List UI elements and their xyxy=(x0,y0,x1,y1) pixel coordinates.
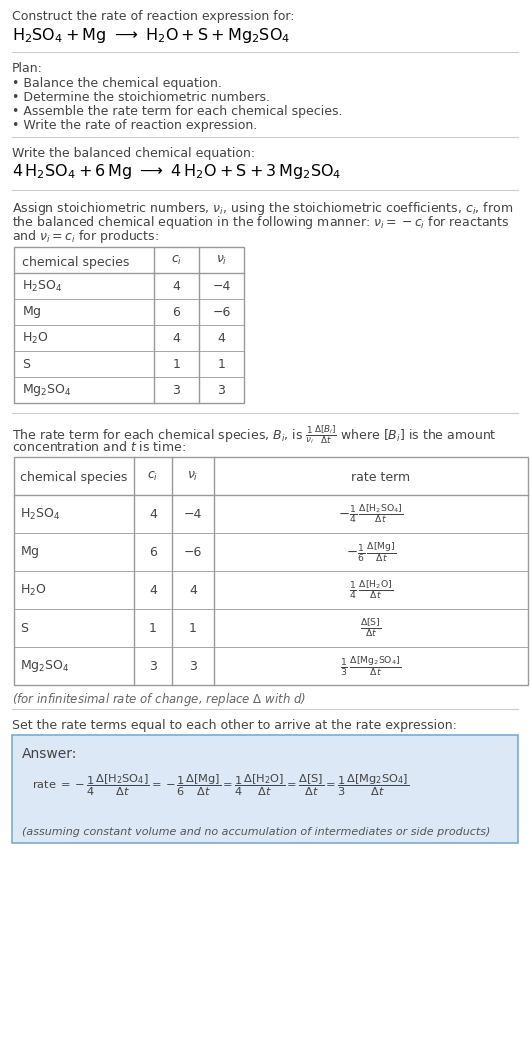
Text: (for infinitesimal rate of change, replace $\Delta$ with $d$): (for infinitesimal rate of change, repla… xyxy=(12,691,306,708)
Text: $c_i$: $c_i$ xyxy=(147,470,158,482)
Text: 6: 6 xyxy=(173,305,180,319)
Text: $\nu_i$: $\nu_i$ xyxy=(216,253,227,267)
Text: 4: 4 xyxy=(217,331,225,345)
Text: The rate term for each chemical species, $B_i$, is $\frac{1}{\nu_i}\frac{\Delta[: The rate term for each chemical species,… xyxy=(12,423,497,446)
Bar xyxy=(14,457,528,685)
Text: the balanced chemical equation in the following manner: $\nu_i = -c_i$ for react: the balanced chemical equation in the fo… xyxy=(12,214,509,231)
Text: $\mathrm{H_2SO_4} + \mathrm{Mg}\ \longrightarrow\ \mathrm{H_2O} + \mathrm{S} + \: $\mathrm{H_2SO_4} + \mathrm{Mg}\ \longri… xyxy=(12,26,290,45)
Text: 1: 1 xyxy=(217,357,225,371)
Text: • Determine the stoichiometric numbers.: • Determine the stoichiometric numbers. xyxy=(12,91,270,104)
Text: 3: 3 xyxy=(173,383,180,397)
Text: $-\frac{1}{6}\,\frac{\Delta[\mathrm{Mg}]}{\Delta t}$: $-\frac{1}{6}\,\frac{\Delta[\mathrm{Mg}]… xyxy=(346,540,396,564)
Text: $4\,\mathrm{H_2SO_4} + 6\,\mathrm{Mg}\ \longrightarrow\ 4\,\mathrm{H_2O} + \math: $4\,\mathrm{H_2SO_4} + 6\,\mathrm{Mg}\ \… xyxy=(12,162,341,181)
Text: Answer:: Answer: xyxy=(22,747,77,761)
Text: Write the balanced chemical equation:: Write the balanced chemical equation: xyxy=(12,147,255,160)
Text: 4: 4 xyxy=(149,584,157,596)
Text: 3: 3 xyxy=(189,660,197,672)
Bar xyxy=(14,247,244,403)
Text: 1: 1 xyxy=(189,621,197,635)
Text: 1: 1 xyxy=(149,621,157,635)
Text: • Write the rate of reaction expression.: • Write the rate of reaction expression. xyxy=(12,119,257,132)
Text: chemical species: chemical species xyxy=(20,471,127,483)
Text: 4: 4 xyxy=(149,507,157,521)
Text: −6: −6 xyxy=(184,546,202,559)
Text: $c_i$: $c_i$ xyxy=(171,253,182,267)
Text: 3: 3 xyxy=(217,383,225,397)
Text: $\mathrm{H_2O}$: $\mathrm{H_2O}$ xyxy=(20,582,47,597)
Text: 4: 4 xyxy=(189,584,197,596)
Text: $-\frac{1}{4}\,\frac{\Delta[\mathrm{H_2SO_4}]}{\Delta t}$: $-\frac{1}{4}\,\frac{\Delta[\mathrm{H_2S… xyxy=(338,502,404,525)
Text: chemical species: chemical species xyxy=(22,256,129,269)
Text: $\nu_i$: $\nu_i$ xyxy=(187,470,199,482)
Text: • Balance the chemical equation.: • Balance the chemical equation. xyxy=(12,77,222,90)
Text: $\mathrm{H_2SO_4}$: $\mathrm{H_2SO_4}$ xyxy=(20,506,60,522)
Text: • Assemble the rate term for each chemical species.: • Assemble the rate term for each chemic… xyxy=(12,105,342,118)
Text: $\frac{\Delta[\mathrm{S}]}{\Delta t}$: $\frac{\Delta[\mathrm{S}]}{\Delta t}$ xyxy=(360,617,382,639)
Text: rate $= -\dfrac{1}{4}\dfrac{\Delta[\mathrm{H_2SO_4}]}{\Delta t} = -\dfrac{1}{6}\: rate $= -\dfrac{1}{4}\dfrac{\Delta[\math… xyxy=(32,772,409,798)
Text: (assuming constant volume and no accumulation of intermediates or side products): (assuming constant volume and no accumul… xyxy=(22,827,490,837)
Text: $\frac{1}{4}\,\frac{\Delta[\mathrm{H_2O}]}{\Delta t}$: $\frac{1}{4}\,\frac{\Delta[\mathrm{H_2O}… xyxy=(349,578,393,601)
Text: $\mathrm{Mg_2SO_4}$: $\mathrm{Mg_2SO_4}$ xyxy=(20,658,69,674)
Text: 6: 6 xyxy=(149,546,157,559)
Text: $\mathrm{Mg}$: $\mathrm{Mg}$ xyxy=(20,544,40,560)
Text: 3: 3 xyxy=(149,660,157,672)
Text: −6: −6 xyxy=(213,305,231,319)
Text: Construct the rate of reaction expression for:: Construct the rate of reaction expressio… xyxy=(12,10,295,23)
Text: −4: −4 xyxy=(184,507,202,521)
Text: Assign stoichiometric numbers, $\nu_i$, using the stoichiometric coefficients, $: Assign stoichiometric numbers, $\nu_i$, … xyxy=(12,200,513,217)
Text: $\mathrm{H_2SO_4}$: $\mathrm{H_2SO_4}$ xyxy=(22,278,63,294)
Text: $\mathrm{S}$: $\mathrm{S}$ xyxy=(20,621,29,635)
Text: $\mathrm{S}$: $\mathrm{S}$ xyxy=(22,357,31,371)
Text: Plan:: Plan: xyxy=(12,63,43,75)
Text: 4: 4 xyxy=(173,331,180,345)
Text: −4: −4 xyxy=(213,279,231,293)
Text: 1: 1 xyxy=(173,357,180,371)
Text: $\frac{1}{3}\,\frac{\Delta[\mathrm{Mg_2SO_4}]}{\Delta t}$: $\frac{1}{3}\,\frac{\Delta[\mathrm{Mg_2S… xyxy=(340,654,402,677)
FancyBboxPatch shape xyxy=(12,735,518,843)
Text: and $\nu_i = c_i$ for products:: and $\nu_i = c_i$ for products: xyxy=(12,228,159,245)
Text: $\mathrm{Mg}$: $\mathrm{Mg}$ xyxy=(22,304,42,320)
Text: Set the rate terms equal to each other to arrive at the rate expression:: Set the rate terms equal to each other t… xyxy=(12,719,457,731)
Text: $\mathrm{Mg_2SO_4}$: $\mathrm{Mg_2SO_4}$ xyxy=(22,382,72,398)
Text: 4: 4 xyxy=(173,279,180,293)
Text: concentration and $t$ is time:: concentration and $t$ is time: xyxy=(12,440,186,454)
Text: $\mathrm{H_2O}$: $\mathrm{H_2O}$ xyxy=(22,330,49,346)
Text: rate term: rate term xyxy=(351,471,410,483)
